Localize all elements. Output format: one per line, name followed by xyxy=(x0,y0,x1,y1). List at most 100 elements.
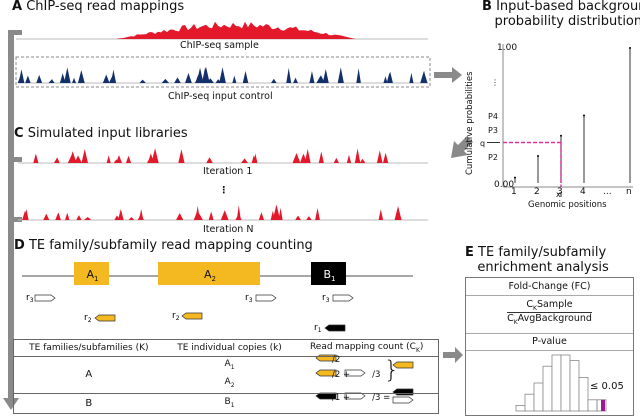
arrow-right-icon xyxy=(443,347,463,363)
control-peak xyxy=(162,79,170,83)
cdf-point xyxy=(537,155,539,157)
control-peak xyxy=(286,68,291,83)
q-label: q xyxy=(480,139,485,148)
control-peak xyxy=(232,76,236,83)
pvalue-threshold: ≤ 0.05 xyxy=(590,381,624,392)
y-tick-p3: P3 xyxy=(488,126,498,135)
iter1-peak xyxy=(241,158,248,163)
control-peak xyxy=(383,76,387,83)
x-tick: 4 xyxy=(580,187,586,197)
control-peak xyxy=(323,69,329,83)
control-peak xyxy=(139,80,145,83)
iter1-peak xyxy=(305,149,311,163)
read-label: r2 xyxy=(172,311,180,322)
iter1-peak xyxy=(82,149,88,163)
control-peak xyxy=(197,68,204,83)
iterN-peak xyxy=(195,206,199,220)
control-peak xyxy=(271,79,277,83)
control-peak xyxy=(409,73,413,83)
read-icon xyxy=(35,295,55,301)
iterN-peak xyxy=(209,212,214,220)
control-peak xyxy=(72,78,76,83)
iterN-peak xyxy=(176,213,183,220)
read-icon xyxy=(256,295,276,301)
x-axis-label: Genomic positions xyxy=(528,200,607,210)
count-b1: /1 +/3 = xyxy=(312,393,390,403)
control-peak xyxy=(387,72,393,83)
control-peak xyxy=(338,67,344,83)
iter1-peak xyxy=(360,159,366,163)
family-cell: B xyxy=(14,393,164,413)
sample-signal xyxy=(116,22,356,39)
iterN-peak xyxy=(221,210,229,220)
iterN-peak xyxy=(259,212,264,220)
iterN-peak xyxy=(395,206,402,220)
iter1-peak xyxy=(293,153,301,163)
x-tick: n xyxy=(626,187,632,197)
control-peak xyxy=(19,69,25,83)
cdf-point xyxy=(514,177,516,179)
iter1-peak xyxy=(107,155,111,163)
copies-cell: B1 xyxy=(164,393,296,413)
x-tick: 2 xyxy=(534,187,540,197)
arrow-right-icon xyxy=(434,67,462,83)
iterN-peak xyxy=(306,216,312,220)
control-peak xyxy=(78,70,85,83)
iterN-peak xyxy=(65,213,69,220)
read-icon xyxy=(333,295,353,301)
iterN-peak xyxy=(43,214,49,220)
control-peak xyxy=(185,73,192,83)
iter1-peak xyxy=(151,148,158,163)
control-peak xyxy=(243,71,249,83)
pvalue-header: P-value xyxy=(466,334,633,351)
col-count: Read mapping count (CK) xyxy=(295,340,438,357)
read-label: r3 xyxy=(322,293,330,304)
iter1-peak xyxy=(33,154,38,163)
iter1-peak xyxy=(74,155,82,163)
iterN-peak xyxy=(237,205,241,220)
col-copies: TE individual copies (k) xyxy=(164,340,296,357)
iter1-peak xyxy=(319,152,324,163)
control-peak xyxy=(174,77,181,83)
x-tick: 1 xyxy=(511,187,517,197)
read-label: r2 xyxy=(84,313,92,324)
fc-header: Fold-Change (FC) xyxy=(466,278,633,296)
iterN-peak xyxy=(379,209,384,220)
x-tick: 3 xyxy=(557,187,563,197)
iterN-peak xyxy=(76,215,81,220)
iter1-peak xyxy=(178,149,184,163)
col-family: TE families/subfamilies (K) xyxy=(14,340,164,357)
x-tick: ... xyxy=(603,187,612,197)
count-a2: /2 +/3 xyxy=(312,370,380,380)
control-peak xyxy=(111,70,116,83)
control-peak xyxy=(25,75,30,83)
y-tick-p2: P2 xyxy=(488,153,498,162)
count-a1: /2 xyxy=(312,355,340,365)
copies-cell: A1A2 xyxy=(164,357,296,394)
control-peak xyxy=(356,68,361,83)
iterN-peak xyxy=(315,208,320,220)
cdf-point xyxy=(629,47,631,49)
iter1-peak xyxy=(347,155,351,163)
y-tick-ellipsis: ⋮ xyxy=(491,78,499,87)
iter1-peak xyxy=(206,157,213,163)
iterN-peak xyxy=(139,209,143,220)
iter1-peak xyxy=(126,156,131,163)
control-peak xyxy=(202,66,210,83)
read-icon xyxy=(182,313,202,319)
enrichment-box: Fold-Change (FC) CKSample CKAvgBackgroun… xyxy=(465,277,634,416)
y-tick-p4: P4 xyxy=(488,112,498,121)
fc-formula: CKSample CKAvgBackground xyxy=(466,296,633,334)
cdf-point xyxy=(583,115,585,117)
cdf-point xyxy=(560,135,562,137)
brace: } xyxy=(384,356,399,384)
iterN-peak xyxy=(118,209,124,220)
control-peak xyxy=(293,78,298,83)
iterN-peak xyxy=(129,217,135,220)
control-peak xyxy=(309,71,314,83)
read-label: r3 xyxy=(26,293,34,304)
control-peak xyxy=(36,75,42,83)
control-peak xyxy=(103,74,110,83)
read-label: r1 xyxy=(314,323,322,334)
control-peak xyxy=(219,67,226,83)
